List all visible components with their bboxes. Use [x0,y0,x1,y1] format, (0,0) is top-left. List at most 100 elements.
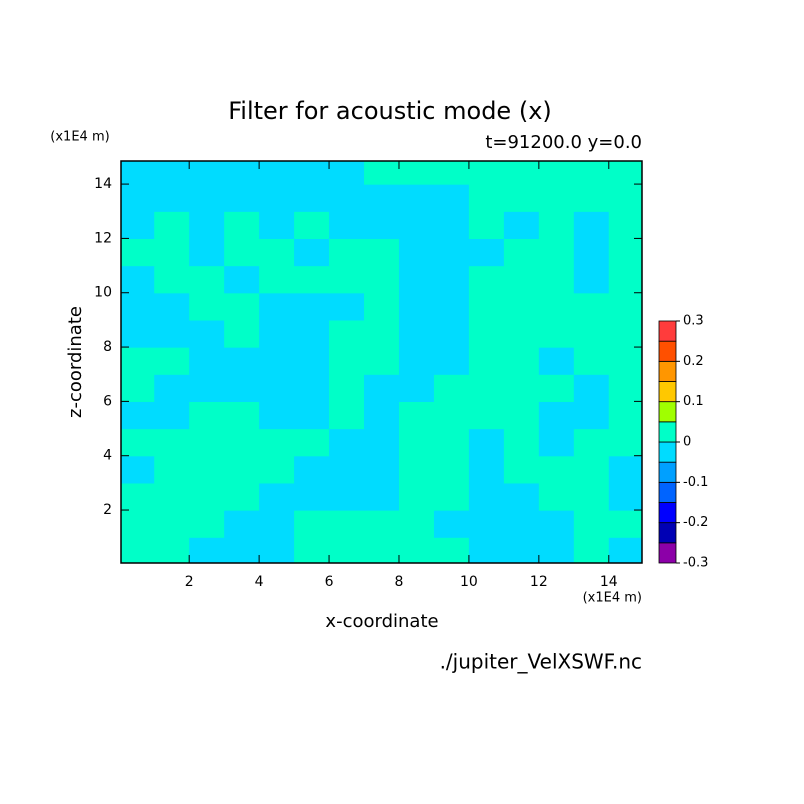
field-cell [154,428,190,457]
field-cell [573,347,610,375]
field-cell [189,184,225,212]
colorbar-segment [658,421,677,443]
field-cell [398,347,435,375]
field-cell [189,510,225,538]
field-cell [294,238,330,267]
colorbar-tick-label: -0.2 [683,515,708,530]
field [121,161,642,563]
field-cell [329,211,365,240]
field-cell [364,428,400,457]
field-cell [259,482,295,511]
field-cell [433,428,470,457]
field-cell [121,265,155,294]
field-cell [608,265,642,294]
y-tick-label: 6 [103,393,112,409]
field-cell [398,238,435,267]
field-cell [433,184,470,212]
field-cell [608,211,642,240]
field-cell [154,292,190,321]
field-cell [503,401,540,430]
field-cell [503,238,540,267]
field-cell [364,161,400,185]
colorbar-segment [658,522,677,544]
field-cell [329,238,365,267]
y-unit: (x1E4 m) [50,130,109,145]
field-cell [433,537,470,563]
field-cell [538,455,575,484]
field-cell [468,292,505,321]
x-tick-label: 12 [530,574,548,590]
field-cell [189,428,225,457]
field-cell [189,482,225,511]
field-cell [259,347,295,375]
field-cell [573,537,610,563]
field-cell [294,428,330,457]
field-cell [121,537,155,563]
field-cell [294,319,330,348]
field-cell [538,184,575,212]
field-cell [259,401,295,430]
field-cell [503,482,540,511]
field-cell [329,401,365,430]
field-cell [398,537,435,563]
field-cell [364,265,400,294]
field-cell [259,374,295,402]
field-cell [573,428,610,457]
x-tick-label: 2 [185,574,194,590]
field-cell [154,211,190,240]
field-cell [433,374,470,402]
field-cell [189,455,225,484]
field-cell [538,510,575,538]
field-cell [503,374,540,402]
y-tick-label: 10 [94,285,112,301]
field-cell [468,161,505,185]
x-tick-label: 6 [325,574,334,590]
field-cell [608,428,642,457]
field-cell [573,482,610,511]
field-cell [608,482,642,511]
colorbar-tick-label: 0.1 [683,394,704,409]
colorbar-segment [658,441,677,463]
field-cell [189,347,225,375]
y-tick-label: 2 [103,502,112,518]
field-cell [121,161,155,185]
field-cell [364,184,400,212]
field-cell [329,319,365,348]
field-cell [608,347,642,375]
field-cell [189,265,225,294]
field-cell [573,184,610,212]
field-cell [468,347,505,375]
field-cell [573,455,610,484]
x-tick-label: 10 [460,574,478,590]
field-cell [259,537,295,563]
field-cell [224,401,260,430]
field-cell [294,455,330,484]
field-cell [294,537,330,563]
field-cell [608,161,642,185]
field-cell [189,292,225,321]
field-cell [468,482,505,511]
colorbar-segment [658,502,677,524]
field-cell [538,401,575,430]
field-cell [154,374,190,402]
field-cell [364,238,400,267]
field-cell [121,347,155,375]
field-cell [364,292,400,321]
field-cell [468,265,505,294]
field-cell [154,537,190,563]
field-cell [433,161,470,185]
field-cell [294,374,330,402]
field-cell [224,292,260,321]
x-tick-label: 8 [395,574,404,590]
field-cell [329,347,365,375]
field-cell [573,401,610,430]
field-cell [503,537,540,563]
field-cell [259,211,295,240]
field-cell [329,265,365,294]
field-cell [364,211,400,240]
field-cell [294,211,330,240]
field-cell [259,265,295,294]
field-cell [364,374,400,402]
field-cell [468,455,505,484]
